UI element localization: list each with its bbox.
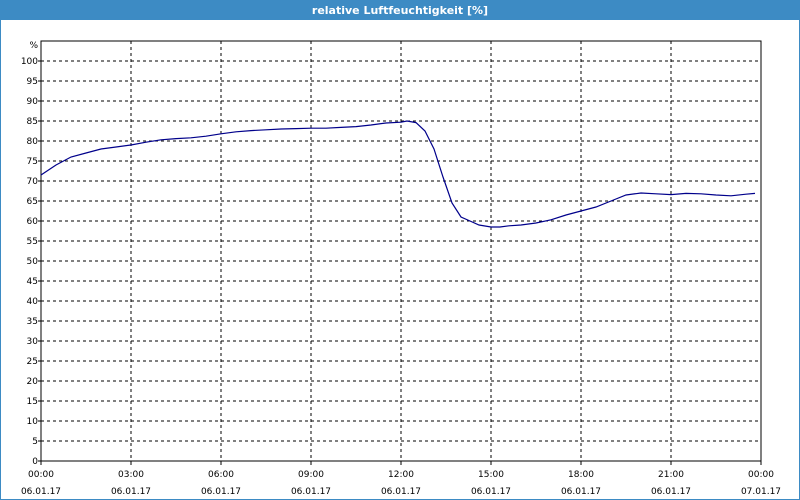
y-tick-label: 45 bbox=[27, 277, 38, 287]
y-tick-label: 90 bbox=[27, 97, 39, 107]
y-axis: 0 5 10 15 20 25 30 35 40 45 50 55 60 65 70 75 80 85 90 95 10… bbox=[21, 57, 41, 467]
x-tick-time-label: 15:00 bbox=[478, 470, 504, 480]
y-tick-label: 85 bbox=[27, 117, 38, 127]
y-tick-label: 55 bbox=[27, 237, 38, 247]
x-tick-date-label: 06.01.17 bbox=[561, 487, 601, 497]
x-tick-time-label: 06:00 bbox=[208, 470, 234, 480]
x-tick-date-label: 06.01.17 bbox=[471, 487, 511, 497]
y-tick-label: 40 bbox=[27, 297, 39, 307]
y-tick-label: 35 bbox=[27, 317, 38, 327]
y-tick-label: 0 bbox=[32, 457, 38, 467]
y-tick-label: 10 bbox=[27, 417, 39, 427]
x-tick-date-label: 06.01.17 bbox=[381, 487, 421, 497]
x-axis: 00:00 06.01.17 03:00 06.01.17 06:00 06.01.17 0… bbox=[21, 461, 781, 497]
y-tick-label: 20 bbox=[27, 377, 39, 387]
x-tick-date-label: 06.01.17 bbox=[111, 487, 151, 497]
x-tick-time-label: 09:00 bbox=[298, 470, 324, 480]
y-tick-label: 95 bbox=[27, 77, 38, 87]
x-tick-date-label: 06.01.17 bbox=[21, 487, 61, 497]
y-tick-label: 100 bbox=[21, 57, 38, 67]
y-tick-label: 25 bbox=[27, 357, 38, 367]
x-tick-time-label: 03:00 bbox=[118, 470, 144, 480]
y-axis-label: % bbox=[29, 41, 38, 51]
window-title: relative Luftfeuchtigkeit [%] bbox=[1, 1, 799, 20]
x-tick-time-label: 12:00 bbox=[388, 470, 414, 480]
x-tick-date-label: 06.01.17 bbox=[201, 487, 241, 497]
y-tick-label: 80 bbox=[27, 137, 39, 147]
series-group bbox=[40, 120, 756, 228]
y-tick-label: 75 bbox=[27, 157, 38, 167]
x-tick-time-label: 21:00 bbox=[658, 470, 684, 480]
x-tick-date-label: 06.01.17 bbox=[651, 487, 691, 497]
y-tick-label: 70 bbox=[27, 177, 39, 187]
humidity-series-line bbox=[40, 120, 756, 228]
y-tick-label: 50 bbox=[27, 257, 39, 267]
x-tick-time-label: 00:00 bbox=[748, 470, 774, 480]
y-tick-label: 65 bbox=[27, 197, 38, 207]
x-tick-date-label: 07.01.17 bbox=[741, 487, 781, 497]
y-tick-label: 30 bbox=[27, 337, 39, 347]
y-tick-label: 60 bbox=[27, 217, 39, 227]
y-tick-label: 15 bbox=[27, 397, 38, 407]
y-tick-label: 5 bbox=[32, 437, 38, 447]
x-tick-time-label: 00:00 bbox=[28, 470, 54, 480]
grid-lines bbox=[41, 41, 761, 461]
x-tick-date-label: 06.01.17 bbox=[291, 487, 331, 497]
x-tick-time-label: 18:00 bbox=[568, 470, 594, 480]
